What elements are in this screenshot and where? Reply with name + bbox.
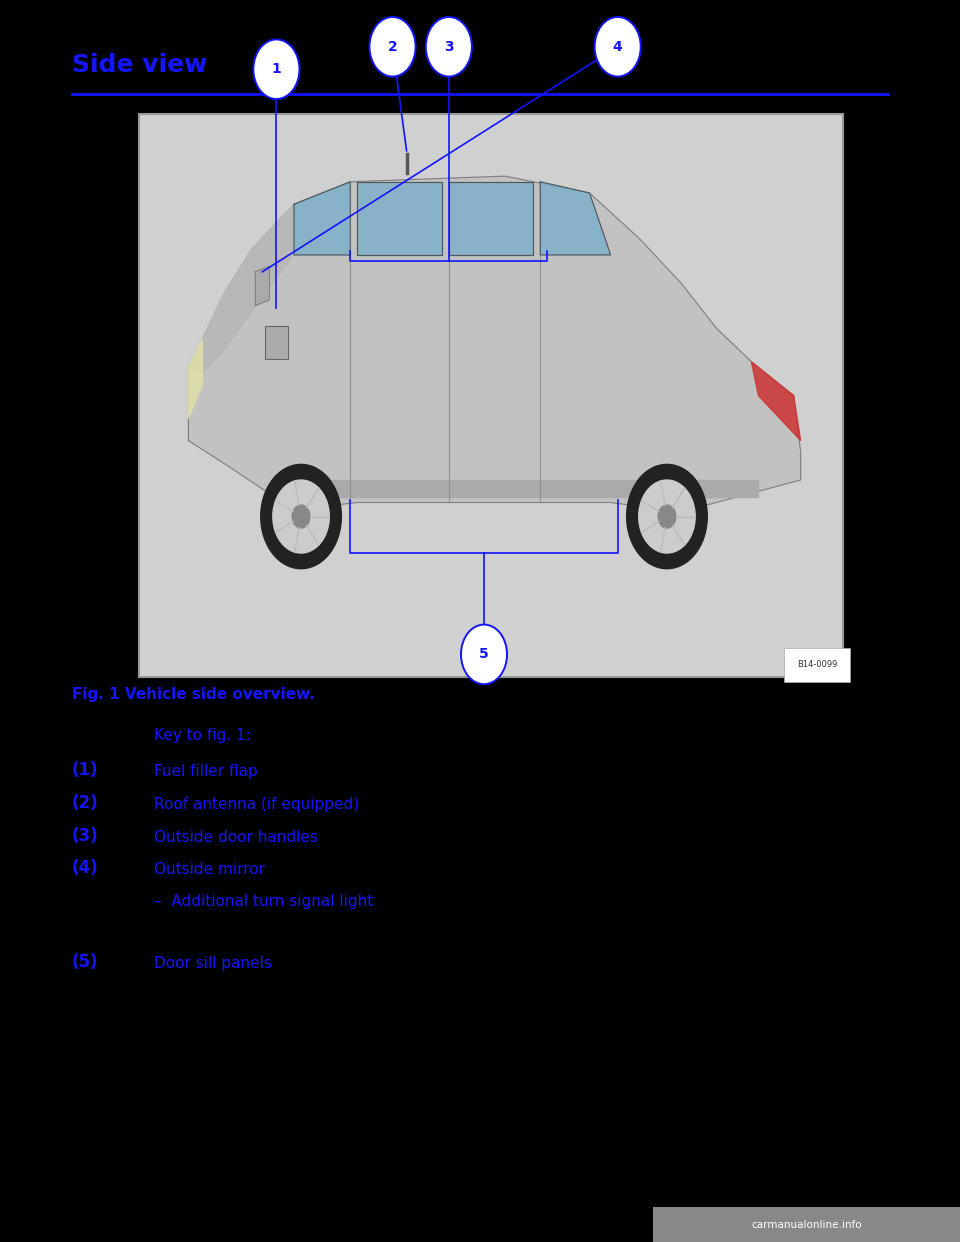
Text: 2: 2 bbox=[388, 40, 397, 53]
Polygon shape bbox=[280, 479, 758, 497]
Text: Fuel filler flap: Fuel filler flap bbox=[154, 764, 257, 779]
FancyBboxPatch shape bbox=[653, 1207, 960, 1242]
FancyBboxPatch shape bbox=[265, 325, 288, 359]
Polygon shape bbox=[540, 181, 611, 255]
Text: (1): (1) bbox=[72, 761, 99, 779]
Polygon shape bbox=[188, 176, 801, 508]
Text: B14-0099: B14-0099 bbox=[797, 661, 837, 669]
Text: Side view: Side view bbox=[72, 53, 207, 77]
Polygon shape bbox=[273, 481, 329, 553]
Polygon shape bbox=[627, 465, 708, 569]
Text: Outside mirror: Outside mirror bbox=[154, 862, 265, 877]
Circle shape bbox=[594, 17, 640, 77]
Text: carmanualonline.info: carmanualonline.info bbox=[751, 1220, 862, 1230]
Text: 5: 5 bbox=[479, 647, 489, 662]
Text: Outside door handles: Outside door handles bbox=[154, 830, 318, 845]
Polygon shape bbox=[752, 361, 801, 441]
Polygon shape bbox=[292, 505, 310, 528]
Polygon shape bbox=[294, 181, 350, 255]
Text: Roof antenna (if equipped): Roof antenna (if equipped) bbox=[154, 797, 359, 812]
Text: (2): (2) bbox=[72, 795, 99, 812]
FancyBboxPatch shape bbox=[139, 114, 843, 677]
Text: Door sill panels: Door sill panels bbox=[154, 956, 272, 971]
Text: 1: 1 bbox=[272, 62, 281, 76]
Text: (3): (3) bbox=[72, 827, 99, 845]
Polygon shape bbox=[659, 505, 676, 528]
Text: 3: 3 bbox=[444, 40, 454, 53]
Text: (4): (4) bbox=[72, 859, 99, 877]
Circle shape bbox=[370, 17, 416, 77]
Polygon shape bbox=[255, 266, 270, 306]
Polygon shape bbox=[638, 481, 695, 553]
Text: Key to fig. 1:: Key to fig. 1: bbox=[154, 728, 251, 743]
Circle shape bbox=[461, 625, 507, 684]
Polygon shape bbox=[449, 181, 533, 255]
Text: 4: 4 bbox=[612, 40, 623, 53]
Text: –  Additional turn signal light: – Additional turn signal light bbox=[154, 894, 372, 909]
Circle shape bbox=[253, 40, 300, 99]
Polygon shape bbox=[188, 339, 203, 419]
Text: Fig. 1 Vehicle side overview.: Fig. 1 Vehicle side overview. bbox=[72, 687, 315, 702]
Polygon shape bbox=[357, 181, 442, 255]
Polygon shape bbox=[261, 465, 342, 569]
Text: (5): (5) bbox=[72, 954, 99, 971]
Circle shape bbox=[426, 17, 472, 77]
Polygon shape bbox=[188, 204, 294, 373]
